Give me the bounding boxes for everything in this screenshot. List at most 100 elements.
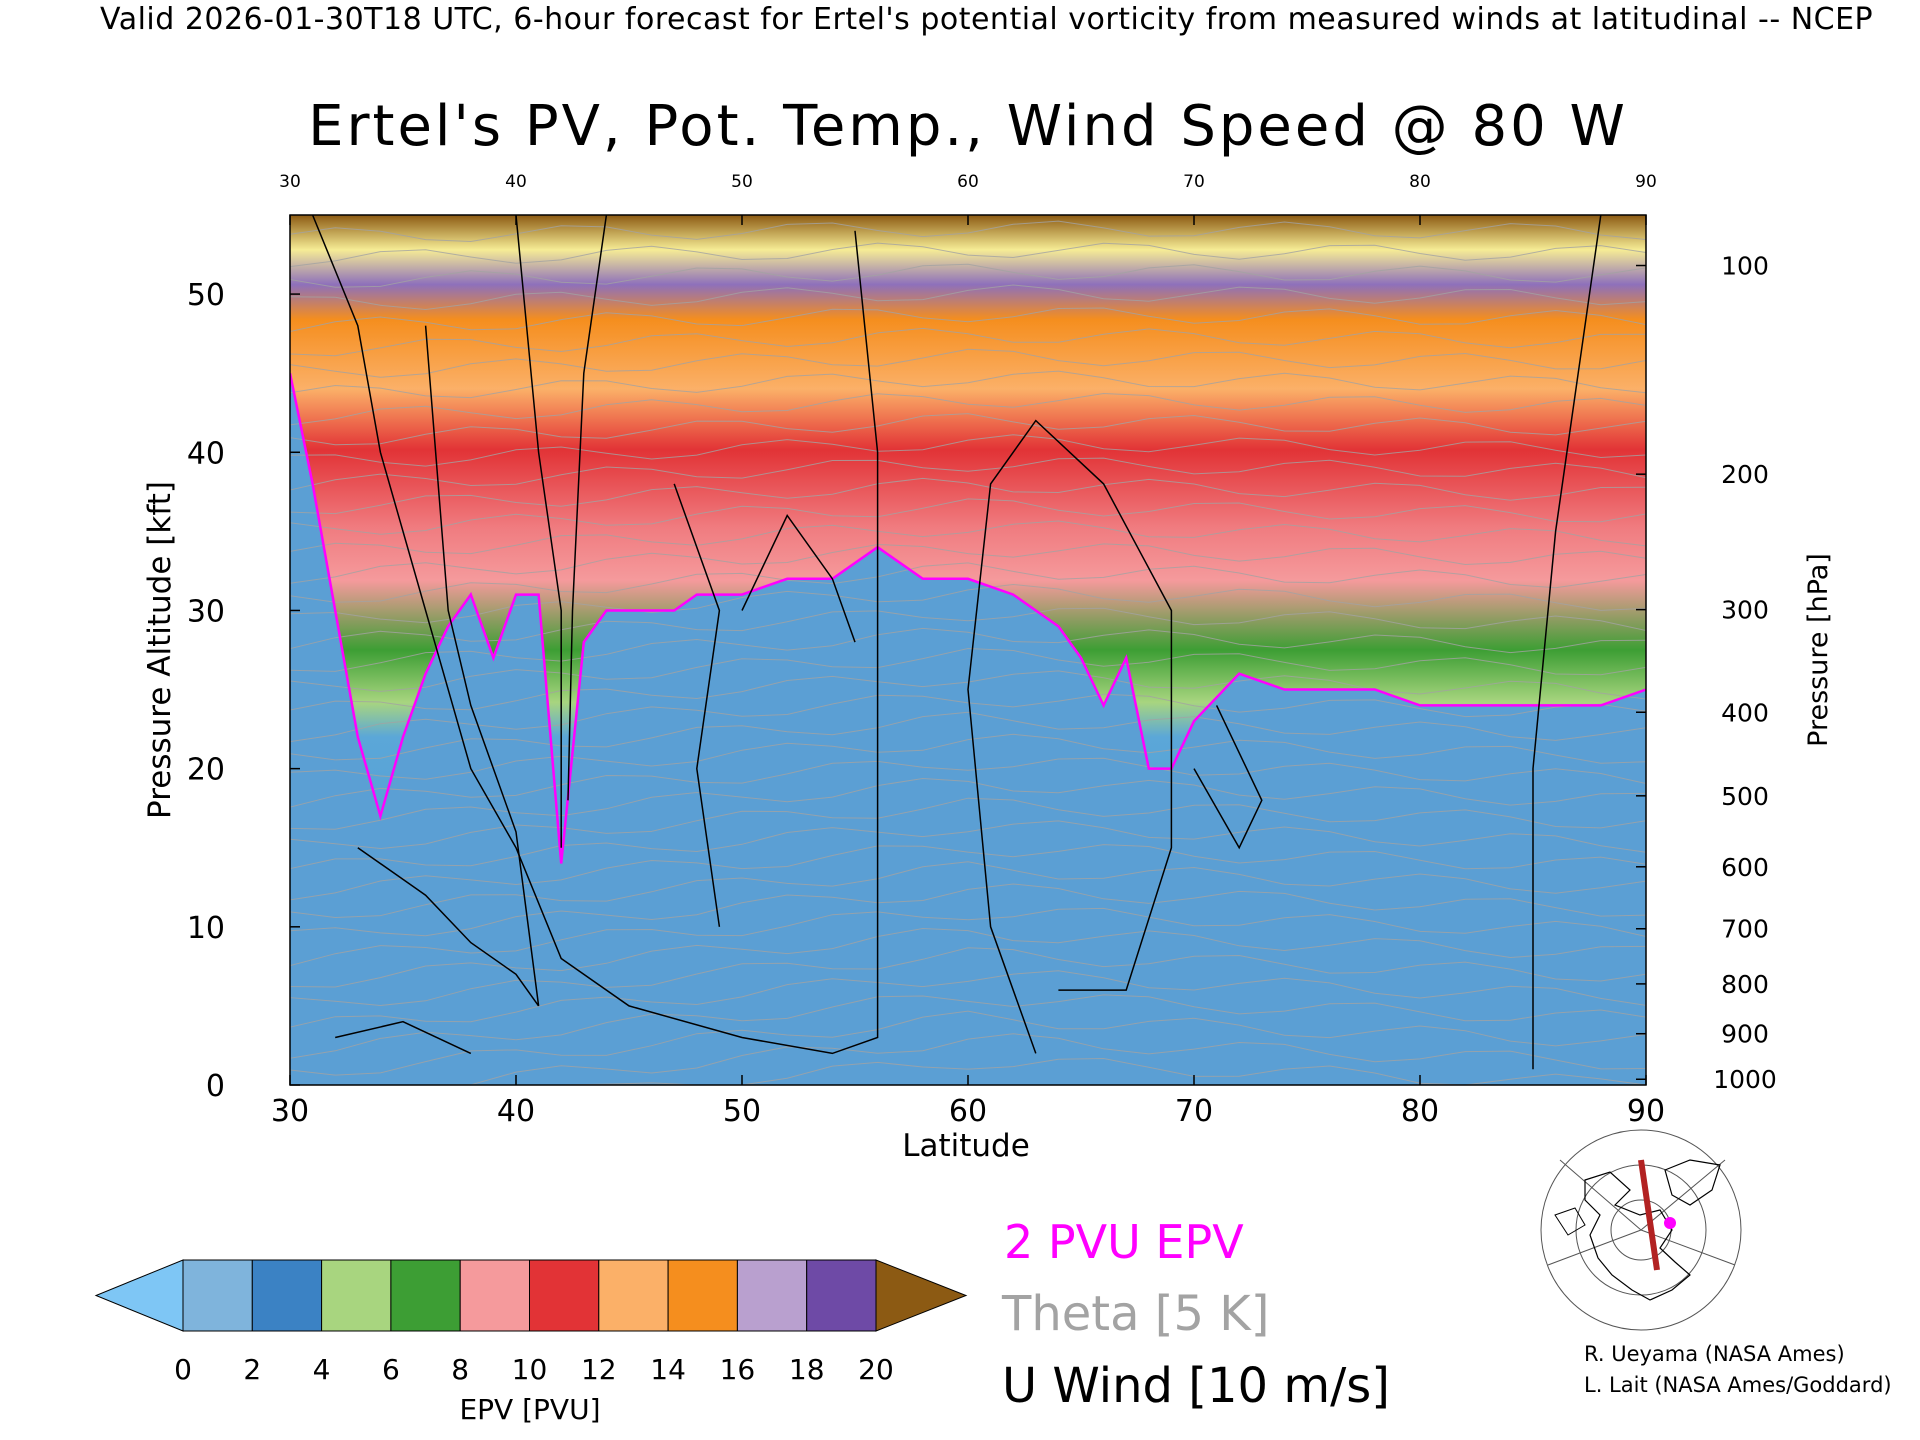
colorbar-tick-label: 2 — [243, 1353, 261, 1386]
pv-colorbar: 0 2 4 6 8 10 12 14 16 18 20 — [94, 1259, 968, 1386]
y2-axis-label: Pressure [hPa] — [1803, 553, 1834, 747]
colorbar-label: EPV [PVU] — [459, 1393, 600, 1426]
credit-line: R. Ueyama (NASA Ames) — [1584, 1342, 1845, 1366]
legend-u-wind: U Wind [10 m/s] — [1002, 1358, 1391, 1414]
x-top-tick-label: 60 — [957, 172, 979, 192]
wind-contour — [967, 419, 1173, 1054]
theta-contour — [290, 693, 1646, 743]
x-top-tick-label: 80 — [1409, 172, 1431, 192]
x-tick-label: 40 — [497, 1094, 535, 1129]
y-tick-label: 0 — [206, 1069, 225, 1104]
x-tick-label: 60 — [949, 1094, 987, 1129]
theta-contour — [290, 711, 1646, 761]
theta-contour — [290, 562, 1646, 603]
x-tick-label: 90 — [1627, 1094, 1665, 1129]
colorbar-tick-label: 16 — [720, 1353, 756, 1386]
theta-contour — [290, 307, 1646, 332]
theta-contour — [290, 947, 1646, 1007]
x-top-tick-label: 30 — [279, 172, 301, 192]
theta-contour — [290, 797, 1646, 850]
theta-contour — [290, 457, 1646, 491]
colorbar-segment — [251, 1259, 323, 1332]
x-top-tick-label: 40 — [505, 172, 527, 192]
colorbar-tick-label: 10 — [512, 1353, 548, 1386]
colorbar-segment — [736, 1259, 808, 1332]
theta-contour — [290, 284, 1646, 311]
x-tick-label: 30 — [271, 1094, 309, 1129]
theta-contour — [290, 907, 1646, 967]
credits: R. Ueyama (NASA Ames) L. Lait (NASA Ames… — [1584, 1339, 1892, 1401]
theta-contour — [290, 220, 1646, 243]
theta-contour — [290, 844, 1646, 901]
pressure-tick-label: 1000 — [1713, 1065, 1777, 1094]
theta-contour — [290, 413, 1646, 446]
wind-contour — [741, 514, 856, 643]
theta-contour — [290, 670, 1646, 711]
header-text: Valid 2026-01-30T18 UTC, 6-hour forecast… — [100, 2, 1874, 37]
pv-2pvu-contour — [290, 372, 1646, 864]
colorbar-tick-label: 0 — [174, 1353, 192, 1386]
pressure-tick-label: 400 — [1721, 698, 1769, 727]
theta-contour — [290, 647, 1646, 692]
x-tick-label: 80 — [1401, 1094, 1439, 1129]
tropospheric-low-pv-field — [290, 373, 1646, 1085]
colorbar-segment — [321, 1259, 392, 1332]
theta-contour — [290, 883, 1646, 937]
x-tick-label: 70 — [1175, 1094, 1213, 1129]
y-tick-label: 40 — [187, 436, 225, 471]
colorbar-tick-label: 6 — [382, 1353, 400, 1386]
y-axis-right: 1000 900 800 700 600 500 400 300 200 100 — [1636, 252, 1777, 1094]
theta-contour — [290, 777, 1646, 830]
theta-contour — [290, 607, 1646, 650]
location-marker — [1664, 1217, 1676, 1229]
legend-theta: Theta [5 K] — [1002, 1286, 1270, 1342]
y-axis-label: Pressure Altitude [kft] — [142, 481, 178, 819]
wind-contour — [515, 215, 562, 848]
theta-contour — [290, 348, 1646, 378]
y-tick-label: 10 — [187, 911, 225, 946]
theta-contour — [290, 994, 1646, 1059]
colorbar-segment — [459, 1259, 531, 1332]
theta-contour — [290, 1010, 1646, 1076]
colorbar-tick-label: 20 — [858, 1353, 894, 1386]
pressure-tick-label: 900 — [1721, 1020, 1769, 1049]
pressure-tick-label: 700 — [1721, 915, 1769, 944]
wind-contour — [673, 483, 721, 927]
colorbar-segment — [598, 1259, 669, 1332]
theta-contour — [290, 733, 1646, 780]
pressure-tick-label: 200 — [1721, 460, 1769, 489]
x-top-tick-label: 50 — [731, 172, 753, 192]
colorbar-segment — [182, 1259, 253, 1332]
cross-section-line — [1638, 1159, 1660, 1271]
x-top-tick-label: 90 — [1635, 172, 1657, 192]
y-tick-label: 50 — [187, 278, 225, 313]
colorbar-tick-label: 4 — [313, 1353, 331, 1386]
pressure-tick-label: 800 — [1721, 970, 1769, 999]
theta-contour — [290, 861, 1646, 919]
x-axis-top: 30 40 50 60 70 80 90 — [279, 172, 1657, 225]
x-tick-label: 50 — [723, 1094, 761, 1129]
theta-contour — [290, 543, 1646, 584]
theta-contour — [290, 1033, 1646, 1085]
colorbar-under-arrow — [94, 1259, 184, 1332]
x-axis-label: Latitude — [902, 1128, 1030, 1164]
pressure-tick-label: 100 — [1721, 252, 1769, 281]
theta-contour — [290, 370, 1646, 399]
theta-contour — [290, 520, 1646, 555]
pressure-tick-label: 500 — [1721, 782, 1769, 811]
colorbar-tick-label: 14 — [650, 1353, 686, 1386]
wind-contours — [311, 215, 1602, 1070]
colorbar-segment — [667, 1259, 738, 1332]
theta-contour — [290, 392, 1646, 426]
wind-contour — [1193, 705, 1263, 850]
location-map — [1539, 1129, 1743, 1331]
theta-contour — [290, 327, 1646, 357]
y-axis-left: 0 10 20 30 40 50 — [187, 278, 300, 1104]
colorbar-tick-label: 18 — [789, 1353, 825, 1386]
pv-heatmap — [290, 215, 1646, 1085]
theta-contour — [290, 583, 1646, 624]
theta-contour — [290, 263, 1646, 288]
wind-contour — [335, 1020, 472, 1055]
pressure-tick-label: 300 — [1721, 596, 1769, 625]
pressure-tick-label: 600 — [1721, 853, 1769, 882]
